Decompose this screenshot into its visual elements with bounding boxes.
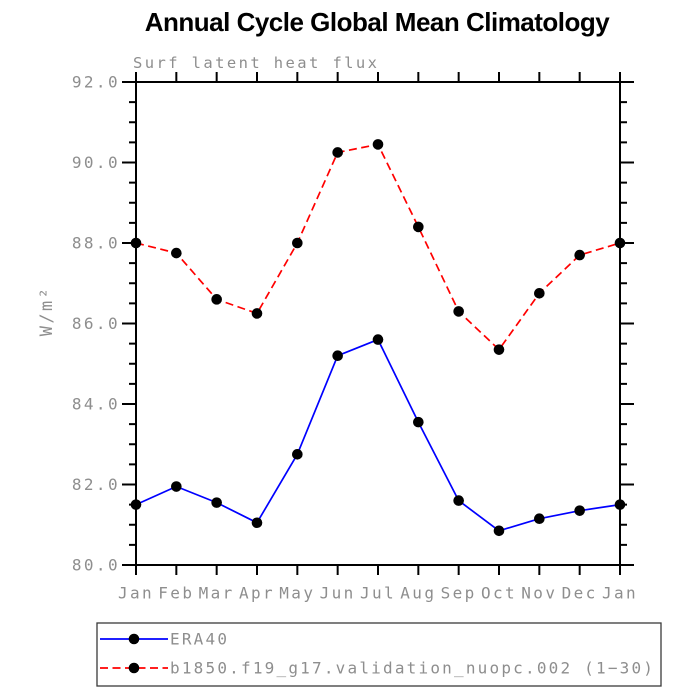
y-tick-label: 80.0 — [72, 556, 120, 575]
x-tick-label: Jun — [320, 584, 356, 603]
legend-label: b1850.f19_g17.validation_nuopc.002 (1−30… — [170, 659, 655, 678]
era40-point — [493, 525, 505, 537]
era40-point — [211, 497, 222, 508]
x-tick-label: Nov — [521, 584, 557, 603]
model-line — [135, 143, 621, 351]
x-tick-label: Oct — [481, 584, 517, 603]
x-tick-label: Jan — [602, 584, 638, 603]
era40-point — [372, 334, 384, 345]
y-tick-label: 86.0 — [72, 314, 120, 333]
model-point — [453, 306, 464, 317]
chart-subtitle: Surf latent heat flux — [133, 54, 379, 72]
model-point — [332, 147, 343, 158]
y-axis-label: W/m² — [37, 286, 57, 337]
era40-point — [574, 505, 585, 516]
model-point — [211, 294, 222, 305]
chart-title: Annual Cycle Global Mean Climatology — [145, 7, 611, 37]
x-tick-label: May — [279, 584, 315, 603]
y-tick-label: 88.0 — [72, 234, 120, 253]
x-tick-label: Mar — [199, 584, 235, 603]
x-tick-label: Jul — [360, 584, 396, 603]
x-tick-label: Jan — [118, 584, 154, 603]
x-tick-label: Sep — [441, 584, 477, 603]
era40-point — [292, 449, 303, 460]
era40-point — [534, 513, 545, 525]
era40-point — [614, 499, 626, 510]
y-tick-label: 82.0 — [72, 475, 120, 494]
model-point — [171, 247, 182, 259]
x-tick-label: Feb — [158, 584, 194, 603]
legend-marker — [128, 662, 140, 674]
x-tick-label: Apr — [239, 584, 275, 603]
legend-rows: ERA40 b1850.f19_g17.validation_nuopc.002 … — [100, 630, 655, 678]
y-tick-label: 84.0 — [72, 395, 120, 414]
model-point — [251, 308, 263, 319]
legend-box — [96, 622, 662, 687]
era40-point — [130, 499, 142, 510]
era40-point — [251, 517, 263, 529]
data-series — [130, 139, 626, 537]
model-point — [614, 237, 626, 249]
model-point — [372, 139, 384, 150]
model-point — [534, 288, 545, 299]
model-point — [413, 221, 424, 233]
model-point — [130, 237, 142, 249]
x-tick-label: Aug — [400, 584, 436, 603]
era40-point — [332, 350, 343, 362]
y-tick-label: 92.0 — [72, 73, 120, 92]
legend-label: ERA40 — [170, 630, 229, 649]
era40-point — [453, 495, 464, 506]
legend: ERA40 b1850.f19_g17.validation_nuopc.002 … — [96, 622, 662, 687]
model-point — [292, 237, 303, 249]
era40-point — [171, 481, 182, 492]
model-point — [493, 344, 505, 355]
legend-marker — [128, 633, 140, 645]
era40-point — [413, 416, 424, 428]
era40-line — [135, 338, 621, 532]
y-tick-label: 90.0 — [72, 153, 120, 172]
x-tick-label: Dec — [562, 584, 598, 603]
model-point — [574, 249, 585, 261]
plot-frame — [135, 81, 621, 566]
